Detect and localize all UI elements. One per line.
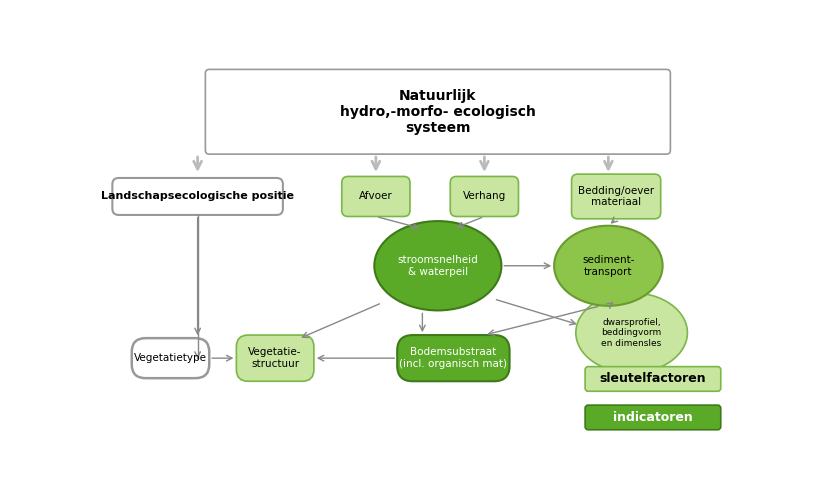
Text: Vegetatietype: Vegetatietype <box>134 353 206 363</box>
Ellipse shape <box>575 293 686 373</box>
Text: Bedding/oever
materiaal: Bedding/oever materiaal <box>578 186 654 207</box>
FancyBboxPatch shape <box>131 338 209 378</box>
Text: Landschapsecologische positie: Landschapsecologische positie <box>101 192 293 201</box>
Ellipse shape <box>553 226 662 306</box>
Text: Verhang: Verhang <box>462 192 506 201</box>
Ellipse shape <box>374 221 501 310</box>
Text: Afvoer: Afvoer <box>359 192 392 201</box>
FancyBboxPatch shape <box>397 335 509 381</box>
FancyBboxPatch shape <box>450 176 517 216</box>
FancyBboxPatch shape <box>571 174 660 219</box>
Text: Bodemsubstraat
(incl. organisch mat): Bodemsubstraat (incl. organisch mat) <box>399 347 507 369</box>
Text: dwarsprofiel,
beddingvorm
en dimensles: dwarsprofiel, beddingvorm en dimensles <box>601 318 661 347</box>
Text: Natuurlijk
hydro,-morfo- ecologisch
systeem: Natuurlijk hydro,-morfo- ecologisch syst… <box>339 89 535 135</box>
FancyBboxPatch shape <box>205 69 670 154</box>
Text: Vegetatie-
structuur: Vegetatie- structuur <box>248 347 302 369</box>
FancyBboxPatch shape <box>112 178 283 215</box>
Text: sediment-
transport: sediment- transport <box>581 255 634 277</box>
FancyBboxPatch shape <box>341 176 410 216</box>
FancyBboxPatch shape <box>584 405 720 430</box>
FancyBboxPatch shape <box>236 335 314 381</box>
Text: stroomsnelheid
& waterpeil: stroomsnelheid & waterpeil <box>397 255 477 277</box>
Text: sleutelfactoren: sleutelfactoren <box>599 372 706 386</box>
Text: indicatoren: indicatoren <box>612 411 692 424</box>
FancyBboxPatch shape <box>584 367 720 391</box>
